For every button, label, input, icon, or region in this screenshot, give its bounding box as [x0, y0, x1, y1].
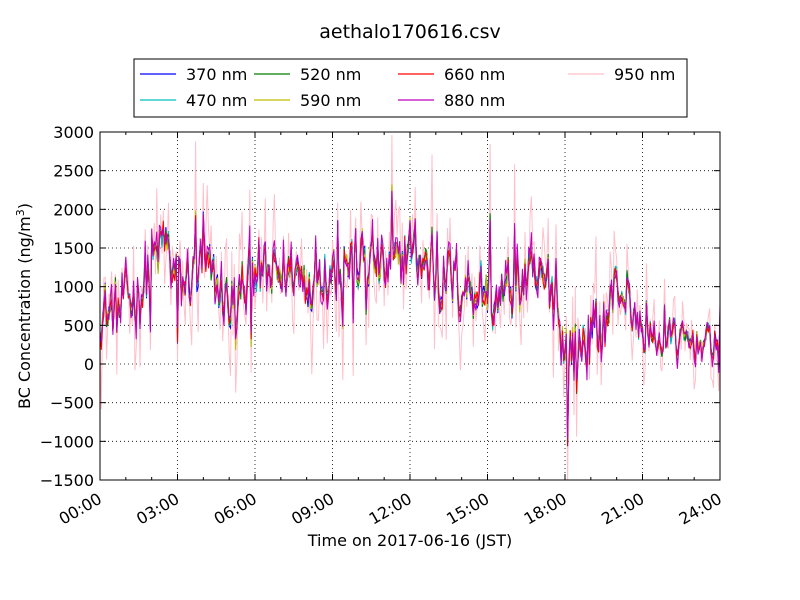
x-tick-label: 06:00: [211, 489, 260, 529]
series-group: [100, 134, 720, 480]
x-tick-label: 21:00: [598, 489, 647, 529]
y-tick-labels: −1500 −1000 −500 0 500 1000 1500 2000 2500 3000: [40, 123, 94, 490]
y-tick-label: −500: [50, 394, 94, 413]
legend-label: 880 nm: [444, 91, 505, 110]
legend-label: 470 nm: [186, 91, 247, 110]
legend-label: 660 nm: [444, 65, 505, 84]
x-tick-label: 24:00: [676, 489, 725, 529]
x-tick-label: 03:00: [133, 489, 182, 529]
x-tick-label: 15:00: [443, 489, 492, 529]
y-axis-label-sup: 3: [14, 209, 27, 216]
y-tick-label: 0: [84, 355, 94, 374]
x-axis-label: Time on 2017-06-16 (JST): [307, 531, 512, 550]
y-axis-label: BC Concentration (ng/m3): [14, 203, 35, 409]
y-tick-label: 2500: [53, 162, 94, 181]
legend-label: 370 nm: [186, 65, 247, 84]
series-line-880-nm: [100, 190, 720, 439]
y-tick-label: 500: [63, 316, 94, 335]
x-tick-label: 12:00: [366, 489, 415, 529]
x-tick-label: 00:00: [56, 489, 105, 529]
legend: 370 nm 470 nm 520 nm 590 nm 660 nm 880 nm 950 …: [133, 58, 688, 118]
legend-label: 590 nm: [300, 91, 361, 110]
legend-label: 520 nm: [300, 65, 361, 84]
legend-label: 950 nm: [614, 65, 675, 84]
y-tick-label: 1500: [53, 239, 94, 258]
chart-title: aethalo170616.csv: [319, 21, 501, 43]
y-tick-label: 3000: [53, 123, 94, 142]
y-axis-label-end: ): [15, 203, 34, 209]
y-axis-label-main: BC Concentration (ng/m: [15, 216, 34, 409]
legend-box: [133, 58, 688, 118]
x-tick-label: 09:00: [288, 489, 337, 529]
y-tick-label: 2000: [53, 200, 94, 219]
plot-frame: [99, 131, 721, 481]
y-tick-label: −1500: [40, 471, 94, 490]
x-tick-label: 18:00: [521, 489, 570, 529]
y-tick-label: −1000: [40, 432, 94, 451]
y-tick-label: 1000: [53, 278, 94, 297]
x-tick-labels: 00:00 03:00 06:00 09:00 12:00 15:00 18:00 21:00…: [56, 489, 725, 529]
